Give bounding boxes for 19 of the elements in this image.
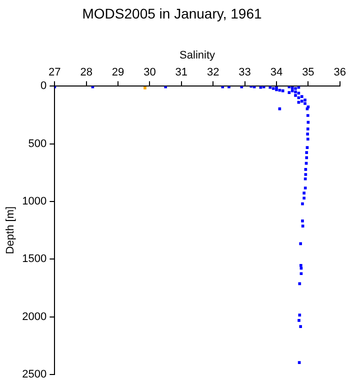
x-tick-label: 34 [270, 66, 283, 79]
y-tick-label: 1000 [22, 196, 47, 208]
x-tick-label: 27 [48, 66, 61, 79]
x-tick-label: 28 [80, 66, 92, 79]
y-tick-label: 500 [28, 138, 47, 150]
y-axis-title: Depth [m] [4, 206, 17, 254]
x-axis-title: Salinity [180, 49, 216, 62]
x-tick-label: 30 [144, 66, 156, 79]
x-tick-label: 31 [175, 66, 188, 79]
y-tick-label: 1500 [22, 253, 47, 266]
y-tick-label: 0 [40, 80, 47, 92]
x-tick-label: 35 [302, 66, 314, 79]
x-tick-label: 32 [206, 66, 220, 79]
x-tick-label: 29 [112, 66, 124, 79]
chart-title: MODS2005 in January, 1961 [82, 5, 262, 22]
x-tick-label: 36 [334, 66, 346, 79]
x-tick-label: 33 [238, 66, 251, 79]
y-tick-label: 2000 [22, 310, 47, 323]
y-tick-label: 2500 [22, 368, 47, 380]
